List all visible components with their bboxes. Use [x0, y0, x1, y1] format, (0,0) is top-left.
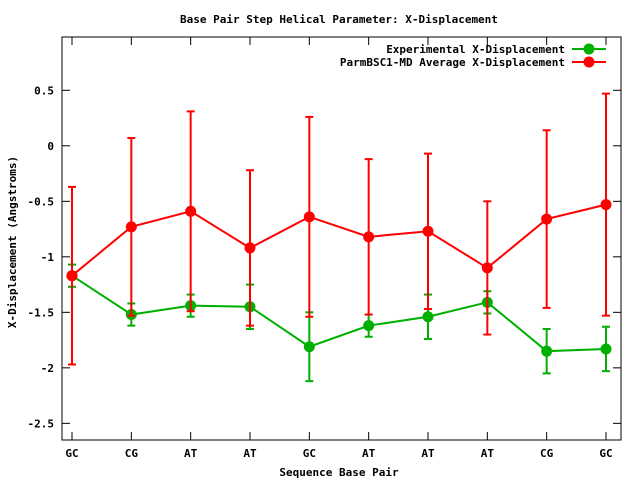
- data-point: [244, 242, 256, 254]
- x-tick-label: AT: [184, 447, 198, 460]
- data-point: [185, 205, 197, 217]
- chart-title: Base Pair Step Helical Parameter: X-Disp…: [180, 13, 498, 26]
- y-tick-label: -0.5: [28, 195, 55, 208]
- data-point: [481, 262, 493, 274]
- data-point: [600, 199, 612, 211]
- series-experimental: [66, 263, 612, 383]
- data-point: [422, 311, 434, 323]
- data-point: [303, 211, 315, 223]
- legend-marker: [583, 56, 595, 68]
- x-tick-label: GC: [599, 447, 612, 460]
- y-tick-label: -1.5: [28, 306, 55, 319]
- x-tick-label: AT: [362, 447, 376, 460]
- y-tick-label: -2: [41, 362, 54, 375]
- data-point: [66, 270, 78, 282]
- x-tick-label: GC: [303, 447, 316, 460]
- data-point: [303, 341, 315, 353]
- data-point: [541, 213, 553, 225]
- legend-label: ParmBSC1-MD Average X-Displacement: [340, 56, 565, 69]
- data-point: [125, 221, 137, 233]
- x-tick-label: AT: [421, 447, 435, 460]
- data-point: [363, 231, 375, 243]
- y-axis-label: X-Displacement (Angstroms): [6, 156, 19, 328]
- data-point: [541, 345, 553, 357]
- y-tick-label: 0: [47, 140, 54, 153]
- y-tick-label: -2.5: [28, 417, 55, 430]
- legend-marker: [583, 43, 595, 55]
- y-tick-label: 0.5: [34, 84, 54, 97]
- plot-area: -2.5 -2 -1.5 -1 -0.5 0 0.5 GC CG AT AT GC AT AT AT CG GC: [28, 36, 622, 460]
- data-point: [422, 225, 434, 237]
- x-tick-label: AT: [243, 447, 257, 460]
- y-tick-label: -1: [41, 251, 55, 264]
- x-axis-label: Sequence Base Pair: [279, 466, 399, 479]
- legend-label: Experimental X-Displacement: [386, 43, 565, 56]
- x-tick-label: CG: [540, 447, 554, 460]
- series-line: [71, 203, 607, 277]
- x-tick-label: CG: [125, 447, 139, 460]
- plot-frame: [61, 36, 622, 441]
- data-point: [363, 320, 375, 332]
- series-parmbsc1-md: [66, 92, 612, 366]
- x-tick-label: AT: [481, 447, 495, 460]
- series-line: [71, 274, 607, 353]
- data-point: [600, 343, 612, 355]
- x-tick-label: GC: [65, 447, 78, 460]
